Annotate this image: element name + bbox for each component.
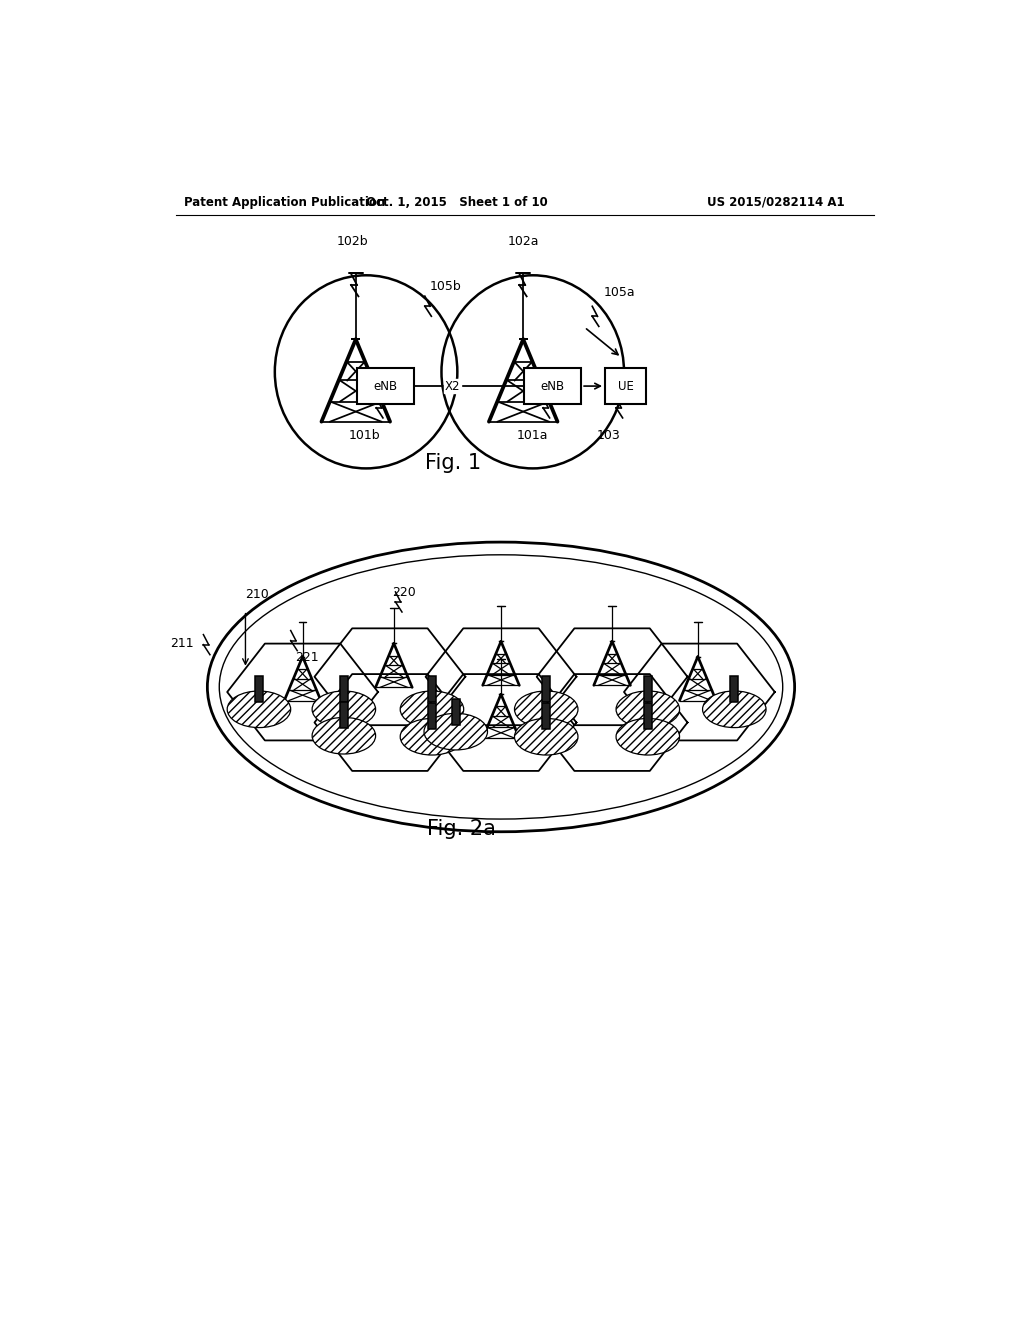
Text: 221: 221	[295, 651, 318, 664]
Bar	[542, 676, 550, 702]
Ellipse shape	[312, 718, 376, 754]
Text: 220: 220	[392, 586, 416, 598]
Bar	[340, 702, 348, 729]
Text: 101a: 101a	[517, 429, 549, 442]
Ellipse shape	[702, 690, 766, 727]
Text: 105b: 105b	[430, 280, 462, 293]
Text: 102a: 102a	[508, 235, 539, 248]
Text: US 2015/0282114 A1: US 2015/0282114 A1	[708, 195, 845, 209]
Bar	[428, 704, 436, 730]
Text: 211: 211	[170, 636, 194, 649]
Bar	[255, 676, 263, 702]
Ellipse shape	[400, 690, 464, 727]
Bar	[605, 368, 646, 404]
Ellipse shape	[616, 690, 680, 727]
Bar	[644, 676, 652, 702]
Ellipse shape	[400, 718, 464, 755]
Bar	[357, 368, 415, 404]
Bar	[452, 700, 460, 725]
Ellipse shape	[424, 713, 487, 750]
Text: 103: 103	[596, 429, 620, 442]
Bar	[644, 704, 652, 730]
Text: Fig. 2a: Fig. 2a	[427, 820, 496, 840]
Text: 102b: 102b	[337, 235, 369, 248]
Bar	[340, 676, 348, 702]
Ellipse shape	[514, 718, 578, 755]
Text: X2: X2	[444, 380, 461, 392]
Text: Fig. 1: Fig. 1	[425, 453, 481, 474]
Text: UE: UE	[617, 380, 634, 392]
Text: eNB: eNB	[541, 380, 564, 392]
Text: Oct. 1, 2015   Sheet 1 of 10: Oct. 1, 2015 Sheet 1 of 10	[367, 195, 548, 209]
Text: eNB: eNB	[374, 380, 398, 392]
Bar	[428, 676, 436, 702]
Text: 105a: 105a	[604, 285, 636, 298]
Text: 101b: 101b	[349, 429, 380, 442]
Ellipse shape	[312, 690, 376, 727]
Ellipse shape	[616, 718, 680, 755]
Ellipse shape	[227, 690, 291, 727]
Ellipse shape	[514, 690, 578, 727]
Bar	[730, 676, 738, 702]
Text: 210: 210	[246, 587, 269, 601]
Bar	[524, 368, 582, 404]
Bar	[542, 704, 550, 730]
Text: Patent Application Publication: Patent Application Publication	[183, 195, 385, 209]
